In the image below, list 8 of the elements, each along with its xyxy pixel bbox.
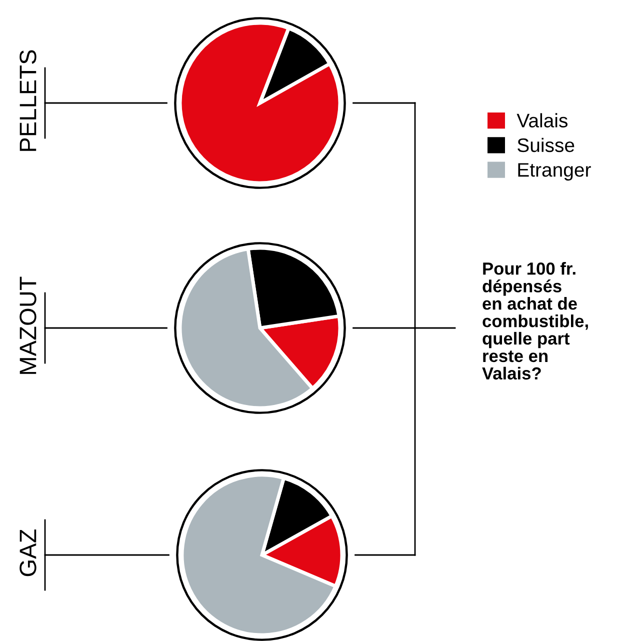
text: PELLETS (20, 50, 36, 151)
legend-label: Etranger (518, 163, 591, 181)
legend-label: Valais (516, 113, 568, 128)
legend-label: Suisse (518, 138, 574, 152)
text: GAZ (20, 529, 36, 576)
text: MAZOUT (20, 276, 36, 374)
text: Pour 100 fr. dépensés en achat de combustible, quelle part reste en Valais? (482, 262, 588, 380)
pie-slice (258, 26, 332, 105)
